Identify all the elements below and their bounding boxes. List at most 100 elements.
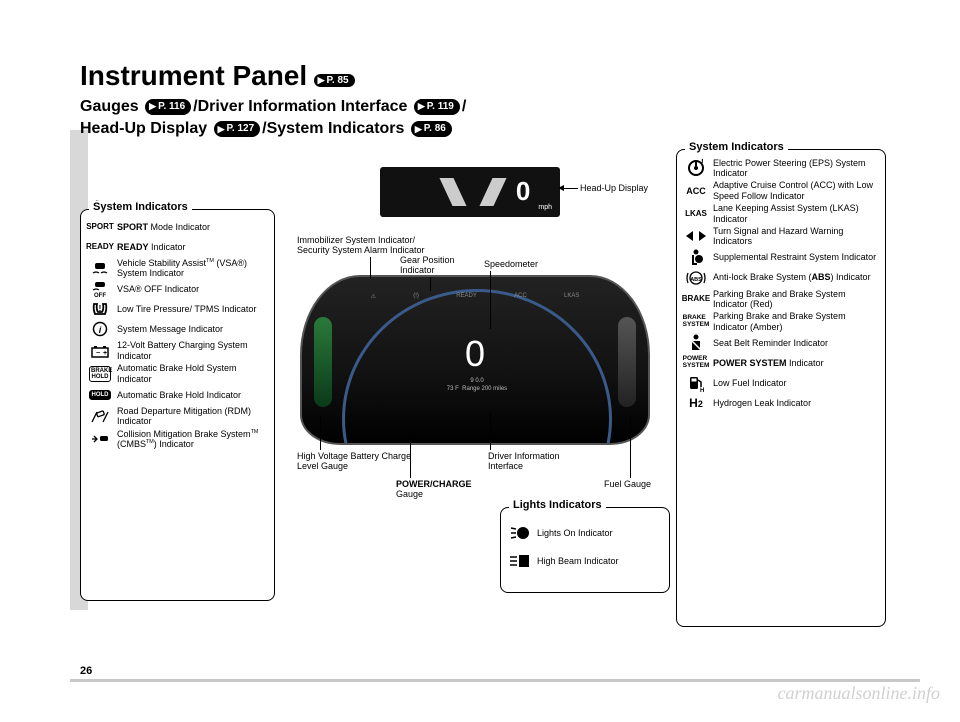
cluster-speed: 0: [302, 333, 648, 375]
right-ind-label: Low Fuel Indicator: [713, 378, 787, 388]
high-beam-icon: [509, 552, 531, 570]
info-l1: 9 0.0: [417, 377, 537, 385]
svg-text:!: !: [99, 304, 102, 313]
lights-on-icon: [509, 524, 531, 542]
subtitle: Gauges ▶P. 116/Driver Information Interf…: [80, 96, 930, 141]
leader-dii: [490, 413, 491, 450]
LKAS-icon: LKAS: [685, 205, 707, 223]
right-ind-row: Supplemental Restraint System Indicator: [685, 249, 877, 267]
svg-text:!: !: [701, 159, 704, 167]
right-ind-row: ACC Adaptive Cruise Control (ACC) with Lo…: [685, 180, 877, 201]
turn-icon: [685, 227, 707, 245]
right-ind-label: Supplemental Restraint System Indicator: [713, 252, 876, 262]
sub-p1: Gauges: [80, 98, 139, 115]
callout-speedometer: Speedometer: [484, 259, 538, 269]
pc-gauge: Gauge: [396, 489, 423, 499]
lights-row-on: Lights On Indicator: [509, 524, 661, 542]
pill-sysind: ▶P. 86: [411, 121, 452, 137]
cluster-top-row: ⚠(!)READYACCLKAS: [352, 293, 598, 300]
left-ind-row: OFFVSA® OFF Indicator: [89, 280, 266, 298]
title-page-ref: ▶P. 85: [314, 74, 355, 87]
left-ind-row: Road Departure Mitigation (RDM) Indicato…: [89, 406, 266, 427]
head-up-display: 0 mph: [380, 167, 560, 217]
lights-box-title: Lights Indicators: [509, 499, 606, 511]
POWER-SYS-icon: POWERSYSTEM: [685, 354, 707, 372]
left-ind-label: Low Tire Pressure/ TPMS Indicator: [117, 304, 256, 314]
right-indicators-box: System Indicators !Electric Power Steeri…: [676, 149, 886, 627]
leader-hud: [562, 188, 578, 189]
svg-text:ABS: ABS: [690, 277, 702, 283]
sub-p2: /Driver Information Interface: [193, 98, 407, 115]
BRAKE-icon: BRAKE: [685, 290, 707, 308]
right-ind-label: Seat Belt Reminder Indicator: [713, 338, 828, 348]
left-ind-row: SPORT SPORT Mode Indicator: [89, 218, 266, 236]
right-ind-row: ! Electric Power Steering (EPS) System In…: [685, 158, 877, 179]
diagram-area: 0 mph Head-Up Display System Indicators …: [80, 155, 930, 655]
right-box-title: System Indicators: [685, 141, 788, 153]
eps-icon: !: [685, 159, 707, 177]
svg-text:−: −: [96, 350, 100, 357]
ACC-icon: ACC: [685, 182, 707, 200]
battery-icon: −+: [89, 342, 111, 360]
right-ind-row: H2Hydrogen Leak Indicator: [685, 394, 877, 412]
sub-p4: Head-Up Display: [80, 120, 207, 137]
callout-dii: Driver Information Interface: [488, 451, 588, 472]
page-content: Instrument Panel ▶P. 85 Gauges ▶P. 116/D…: [80, 60, 930, 670]
callout-fuel: Fuel Gauge: [604, 479, 651, 489]
READY-icon: READY: [89, 238, 111, 256]
leader-immob: [370, 257, 371, 279]
callout-gear: Gear Position Indicator: [400, 255, 470, 276]
right-ind-label: Hydrogen Leak Indicator: [713, 398, 811, 408]
driver-info-panel: 9 0.0 73 F Range 200 miles: [417, 377, 537, 425]
bottom-rule: [70, 679, 920, 682]
callout-immobilizer: Immobilizer System Indicator/Security Sy…: [297, 235, 467, 256]
instrument-cluster: ⚠(!)READYACCLKAS 0 9 0.0 73 F Range 200 …: [300, 275, 650, 445]
left-ind-label: Automatic Brake Hold System Indicator: [117, 363, 266, 384]
right-ind-label: Adaptive Cruise Control (ACC) with Low S…: [713, 180, 877, 201]
right-ind-label: Electric Power Steering (EPS) System Ind…: [713, 158, 877, 179]
SPORT-icon: SPORT: [89, 218, 111, 236]
leader-gear: [430, 277, 431, 291]
right-ind-label: Anti-lock Brake System (ABS) Indicator: [713, 272, 871, 282]
right-ind-row: BRAKESYSTEM Parking Brake and Brake Syste…: [685, 311, 877, 332]
svg-text:+: +: [103, 350, 107, 357]
info-l2: 73 F: [447, 386, 459, 392]
left-ind-row: READYREADY Indicator: [89, 238, 266, 256]
pill-dii: ▶P. 119: [414, 99, 460, 115]
left-ind-row: −+12-Volt Battery Charging System Indica…: [89, 340, 266, 361]
hud-unit: mph: [538, 204, 552, 211]
pill1-t: P. 116: [158, 100, 185, 114]
pill2-t: P. 119: [427, 100, 454, 114]
arrow-hud: [558, 185, 564, 191]
left-ind-row: iSystem Message Indicator: [89, 320, 266, 338]
info-icon: i: [89, 320, 111, 338]
left-indicators-box: System Indicators SPORTSPORT Mode Indica…: [80, 209, 275, 601]
hud-lane-graphic: [438, 174, 508, 210]
left-ind-label: Vehicle Stability AssistTM (VSA®) System…: [117, 258, 266, 279]
callout-hv-battery: High Voltage Battery Charge Level Gauge: [297, 451, 417, 472]
svg-text:H2: H2: [700, 388, 704, 392]
lights-on-label: Lights On Indicator: [537, 528, 613, 538]
ready-text: READY: [456, 293, 477, 300]
abs-icon: ABS: [685, 269, 707, 287]
left-ind-label: Road Departure Mitigation (RDM) Indicato…: [117, 406, 266, 427]
right-ind-row: Seat Belt Reminder Indicator: [685, 334, 877, 352]
lights-row-highbeam: High Beam Indicator: [509, 552, 661, 570]
left-ind-label: 12-Volt Battery Charging System Indicato…: [117, 340, 266, 361]
title-row: Instrument Panel ▶P. 85: [80, 60, 930, 92]
sub-p5: /System Indicators: [262, 120, 404, 137]
high-beam-label: High Beam Indicator: [537, 556, 619, 566]
left-ind-label: SPORT Mode Indicator: [117, 222, 210, 232]
pill3-t: P. 127: [227, 122, 255, 136]
right-ind-label: Parking Brake and Brake System Indicator…: [713, 311, 877, 332]
sub-p3: /: [462, 98, 466, 115]
right-ind-row: Turn Signal and Hazard Warning Indicator…: [685, 226, 877, 247]
leader-pc: [410, 433, 411, 478]
BRAKE-SYS-icon: BRAKESYSTEM: [685, 313, 707, 331]
left-ind-row: Collision Mitigation Brake SystemTM (CMB…: [89, 429, 266, 450]
tpms-icon: !: [89, 300, 111, 318]
left-ind-row: BRAKEHOLDAutomatic Brake Hold System Ind…: [89, 363, 266, 384]
right-ind-label: POWER SYSTEM Indicator: [713, 358, 824, 368]
leader-speedo: [490, 271, 491, 329]
callout-power-charge: POWER/CHARGE Gauge: [396, 479, 472, 500]
